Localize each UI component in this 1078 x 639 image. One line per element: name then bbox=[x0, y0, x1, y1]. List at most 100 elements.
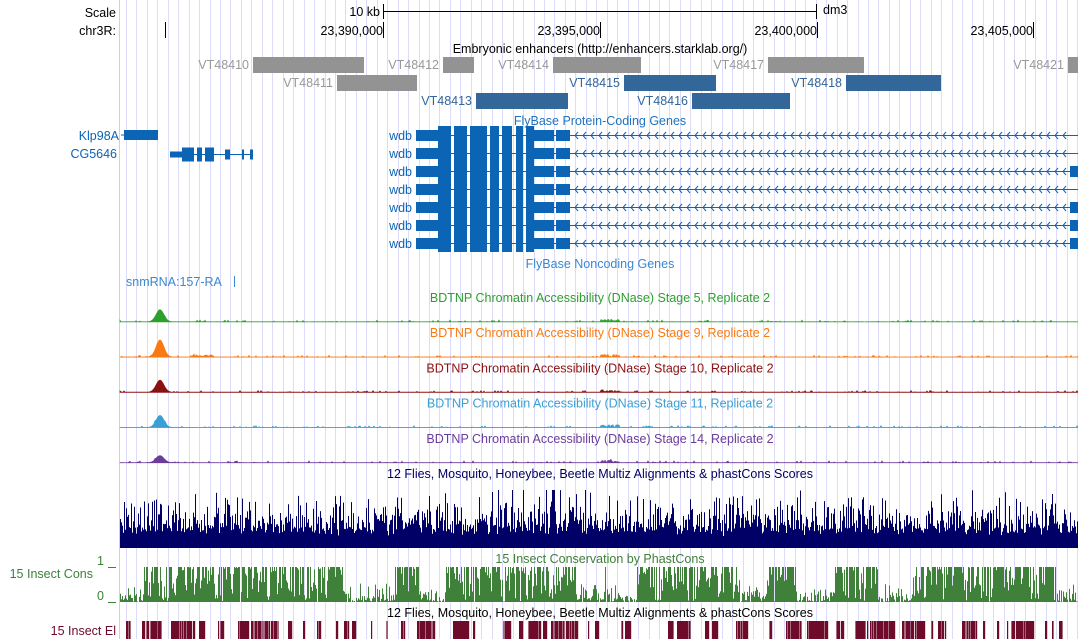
gene-label[interactable]: wdb bbox=[388, 219, 412, 233]
conserved-element bbox=[827, 621, 829, 639]
strand-arrow-icon bbox=[998, 131, 1003, 140]
dnase-track-title[interactable]: BDTNP Chromatin Accessibility (DNase) St… bbox=[426, 361, 773, 375]
strand-arrow-icon bbox=[606, 167, 611, 176]
strand-arrow-icon bbox=[862, 203, 867, 212]
enhancer-label[interactable]: VT48418 bbox=[791, 76, 842, 90]
gene-label[interactable]: CG5646 bbox=[70, 147, 117, 161]
enhancer-feature[interactable] bbox=[768, 57, 864, 73]
dnase-track-title[interactable]: BDTNP Chromatin Accessibility (DNase) St… bbox=[427, 397, 773, 411]
strand-arrow-icon bbox=[798, 167, 803, 176]
strand-arrow-icon bbox=[1038, 239, 1043, 248]
conserved-element bbox=[1031, 621, 1033, 639]
gene-label[interactable]: wdb bbox=[388, 183, 412, 197]
enhancer-label[interactable]: VT48416 bbox=[637, 94, 688, 108]
dnase-tracks[interactable]: BDTNP Chromatin Accessibility (DNase) St… bbox=[119, 291, 1078, 464]
conserved-element bbox=[1045, 621, 1047, 639]
enhancers-track-title[interactable]: Embryonic enhancers (http://enhancers.st… bbox=[453, 42, 748, 56]
cons-signal[interactable] bbox=[120, 567, 1078, 602]
enhancer-feature[interactable] bbox=[337, 75, 417, 91]
dnase-signal bbox=[119, 339, 1078, 358]
enhancer-label[interactable]: VT48413 bbox=[421, 94, 472, 108]
conserved-element bbox=[467, 621, 469, 639]
strand-arrow-icon bbox=[702, 167, 707, 176]
conserved-element bbox=[769, 621, 770, 639]
cons-track-label[interactable]: 15 Insect Cons bbox=[10, 567, 93, 581]
multiz-signal[interactable] bbox=[120, 490, 1078, 548]
noncoding-genes-track-title[interactable]: FlyBase Noncoding Genes bbox=[526, 257, 675, 271]
conserved-element bbox=[887, 621, 889, 639]
conserved-element bbox=[574, 621, 575, 639]
enhancer-label[interactable]: VT48417 bbox=[713, 58, 764, 72]
strand-arrow-icon bbox=[630, 149, 635, 158]
conserved-element bbox=[809, 621, 811, 639]
enhancer-label[interactable]: VT48410 bbox=[198, 58, 249, 72]
conserved-element bbox=[544, 621, 546, 639]
elements-track-title[interactable]: 12 Flies, Mosquito, Honeybee, Beetle Mul… bbox=[387, 606, 813, 620]
conserved-element bbox=[276, 621, 278, 639]
strand-arrow-icon bbox=[726, 239, 731, 248]
enhancers-track[interactable]: VT48410 VT48412 VT48414 VT48417 VT48421 VT484… bbox=[198, 57, 1078, 109]
gene-label[interactable]: wdb bbox=[388, 129, 412, 143]
strand-arrow-icon bbox=[1006, 239, 1011, 248]
enhancer-label[interactable]: VT48411 bbox=[283, 76, 333, 90]
enhancer-label[interactable]: VT48421 bbox=[1013, 58, 1064, 72]
strand-arrow-icon bbox=[606, 131, 611, 140]
enhancer-feature[interactable] bbox=[624, 75, 716, 91]
strand-arrow-icon bbox=[718, 185, 723, 194]
noncoding-gene-label[interactable]: snmRNA:157-RA bbox=[126, 275, 223, 289]
conserved-element bbox=[453, 621, 455, 639]
coding-genes-track[interactable]: Klp98A CG5646 wdb wdb wdb wdb wdb wdb wdb bbox=[70, 126, 1078, 252]
strand-arrow-icon bbox=[702, 131, 707, 140]
conserved-element bbox=[521, 621, 523, 639]
enhancer-feature[interactable] bbox=[476, 93, 568, 109]
strand-arrow-icon bbox=[966, 239, 971, 248]
enhancer-feature[interactable] bbox=[692, 93, 790, 109]
conserved-element bbox=[745, 621, 747, 639]
conserved-element bbox=[262, 621, 263, 639]
gene-label[interactable]: wdb bbox=[388, 165, 412, 179]
ruler-tick-label: 23,390,000 bbox=[320, 24, 383, 38]
conserved-element bbox=[246, 621, 248, 639]
strand-arrow-icon bbox=[998, 239, 1003, 248]
dnase-track-title[interactable]: BDTNP Chromatin Accessibility (DNase) St… bbox=[430, 291, 770, 305]
enhancer-feature[interactable] bbox=[1068, 57, 1078, 73]
strand-arrow-icon bbox=[574, 185, 579, 194]
coding-genes-track-title[interactable]: FlyBase Protein-Coding Genes bbox=[514, 114, 686, 128]
enhancer-feature[interactable] bbox=[253, 57, 364, 73]
gene-label[interactable]: Klp98A bbox=[79, 129, 120, 143]
dnase-track-title[interactable]: BDTNP Chromatin Accessibility (DNase) St… bbox=[426, 432, 773, 446]
strand-arrow-icon bbox=[574, 203, 579, 212]
strand-arrow-icon bbox=[742, 221, 747, 230]
strand-arrow-icon bbox=[1014, 185, 1019, 194]
strand-arrow-icon bbox=[958, 167, 963, 176]
elements-signal[interactable] bbox=[126, 621, 1063, 639]
enhancer-label[interactable]: VT48414 bbox=[498, 58, 549, 72]
enhancer-label[interactable]: VT48415 bbox=[569, 76, 620, 90]
enhancer-feature[interactable] bbox=[443, 57, 474, 73]
strand-arrow-icon bbox=[886, 149, 891, 158]
strand-arrow-icon bbox=[1054, 239, 1059, 248]
strand-arrow-icon bbox=[894, 185, 899, 194]
strand-arrow-icon bbox=[950, 221, 955, 230]
elements-track-label[interactable]: 15 Insect El bbox=[51, 624, 116, 638]
conserved-element bbox=[431, 621, 432, 639]
multiz-track-title[interactable]: 12 Flies, Mosquito, Honeybee, Beetle Mul… bbox=[387, 467, 813, 481]
strand-arrow-icon bbox=[734, 203, 739, 212]
gene-label[interactable]: wdb bbox=[388, 147, 412, 161]
enhancer-feature[interactable] bbox=[846, 75, 941, 91]
gene-label[interactable]: wdb bbox=[388, 201, 412, 215]
strand-arrow-icon bbox=[590, 221, 595, 230]
strand-arrow-icon bbox=[598, 239, 603, 248]
conserved-element bbox=[1026, 621, 1028, 639]
strand-arrow-icon bbox=[686, 149, 691, 158]
strand-arrow-icon bbox=[662, 167, 667, 176]
strand-arrow-icon bbox=[710, 221, 715, 230]
strand-arrow-icon bbox=[942, 167, 947, 176]
cons-track-title[interactable]: 15 Insect Conservation by PhastCons bbox=[495, 552, 704, 566]
enhancer-feature[interactable] bbox=[553, 57, 641, 73]
strand-arrow-icon bbox=[1038, 221, 1043, 230]
gene-label[interactable]: wdb bbox=[388, 237, 412, 251]
dnase-track-title[interactable]: BDTNP Chromatin Accessibility (DNase) St… bbox=[430, 326, 770, 340]
enhancer-label[interactable]: VT48412 bbox=[388, 58, 439, 72]
